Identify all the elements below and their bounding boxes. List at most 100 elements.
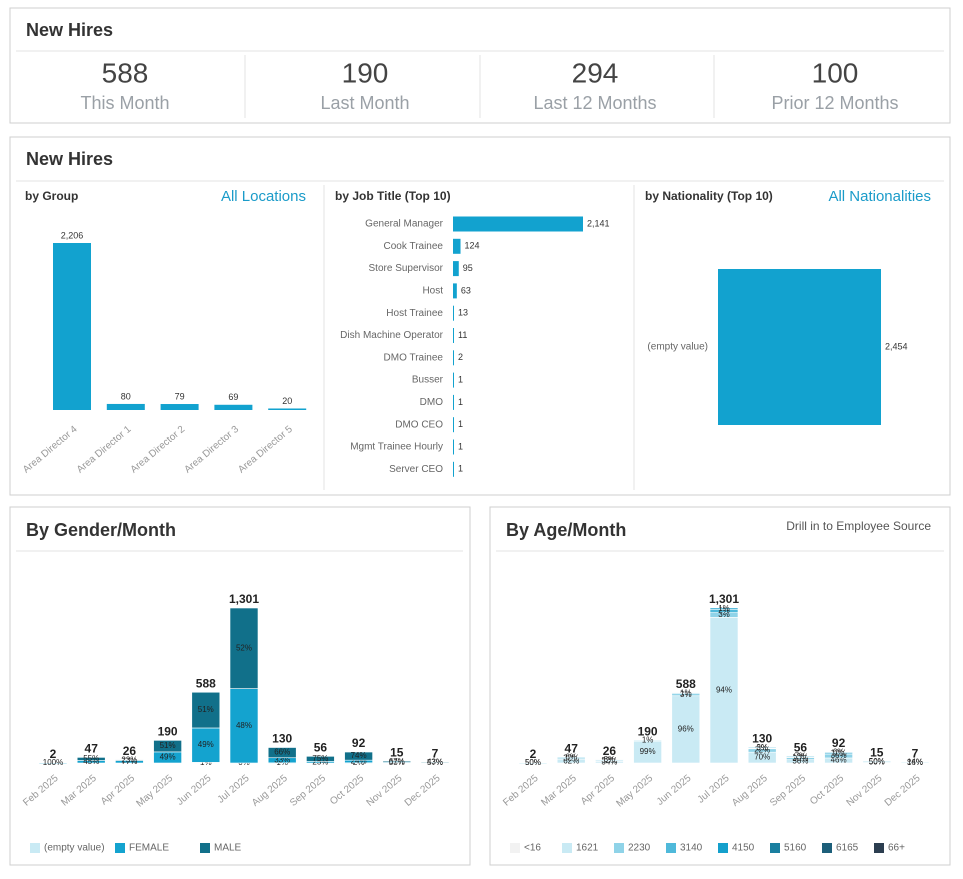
bar-segment <box>862 760 892 763</box>
legend-swatch <box>614 843 624 853</box>
chart-title: by Nationality (Top 10) <box>645 189 773 203</box>
segment-label: 54% <box>601 757 617 766</box>
bar-segment <box>420 761 450 764</box>
legend-swatch <box>562 843 572 853</box>
bar <box>453 394 454 410</box>
bar-segment <box>76 757 106 761</box>
bar-segment <box>38 762 68 764</box>
category-label: DMO <box>420 397 444 408</box>
category-label: Server CEO <box>389 464 443 475</box>
total-label: 130 <box>272 732 292 746</box>
bar <box>453 305 454 321</box>
legend-swatch <box>666 843 676 853</box>
drill-link[interactable]: Drill in to Employee Source <box>786 519 931 533</box>
value-label: 11 <box>458 330 467 340</box>
segment-label: 8% <box>604 755 616 764</box>
bar <box>53 243 91 410</box>
segment-label: 51% <box>160 741 176 750</box>
bar <box>453 372 454 388</box>
total-label: 15 <box>870 745 884 759</box>
segment-label: 3% <box>756 743 768 752</box>
bar-segment <box>191 691 221 729</box>
chart-title: by Job Title (Top 10) <box>335 189 451 203</box>
legend-swatch <box>115 843 125 853</box>
panel-title: New Hires <box>26 149 113 169</box>
legend-swatch <box>822 843 832 853</box>
legend-label: 5160 <box>784 843 807 854</box>
segment-label: 36% <box>831 751 847 760</box>
segment-label: 6% <box>565 753 577 762</box>
segment-label: 45% <box>83 757 99 766</box>
total-label: 588 <box>196 676 216 690</box>
legend-swatch <box>874 843 884 853</box>
kpi-label: Last Month <box>320 93 409 113</box>
segment-label: 94% <box>716 685 732 694</box>
legend-label: 4150 <box>732 843 755 854</box>
segment-label: 50% <box>792 756 808 765</box>
category-label: Store Supervisor <box>369 263 444 274</box>
bar <box>214 404 253 410</box>
segment-label: 50% <box>525 758 541 767</box>
bar-segment <box>595 759 624 762</box>
total-label: 47 <box>565 742 579 756</box>
bar <box>453 461 454 477</box>
total-label: 2 <box>50 747 57 761</box>
category-label: Host Trainee <box>386 308 443 319</box>
panel-title: New Hires <box>26 20 113 40</box>
panel-title: By Gender/Month <box>26 520 176 540</box>
total-label: 130 <box>752 732 772 746</box>
bar <box>453 328 454 343</box>
legend-label: (empty value) <box>44 843 105 854</box>
legend-label: 1621 <box>576 843 599 854</box>
bar-segment <box>747 747 777 749</box>
category-label: Dish Machine Operator <box>340 330 443 341</box>
segment-label: 50% <box>869 757 885 766</box>
kpi-value: 294 <box>572 57 619 88</box>
bar-segment <box>229 607 259 689</box>
bar <box>453 216 583 232</box>
segment-label: 33% <box>274 755 290 764</box>
bar-segment <box>344 751 373 761</box>
bar-segment <box>671 695 701 764</box>
segment-label: 70% <box>754 753 770 762</box>
segment-label: 67% <box>389 757 405 766</box>
value-label: 69 <box>228 392 238 402</box>
filter-link[interactable]: All Nationalities <box>828 188 931 205</box>
segment-label: 43% <box>427 757 443 766</box>
bar-segment <box>115 759 144 762</box>
segment-label: 52% <box>236 643 252 652</box>
bar-segment <box>709 607 739 610</box>
segment-label: 75% <box>312 754 328 763</box>
value-label: 79 <box>175 391 185 401</box>
bar-segment <box>633 740 662 742</box>
bar-segment <box>153 740 182 753</box>
legend-label: 66+ <box>888 843 905 854</box>
filter-link[interactable]: All Locations <box>221 188 306 205</box>
segment-label: 24% <box>351 757 367 766</box>
segment-label: 99% <box>640 747 656 756</box>
value-label: 1 <box>458 397 463 407</box>
bar-segment <box>786 756 815 758</box>
bar <box>453 417 454 433</box>
kpi-label: Prior 12 Months <box>771 93 898 113</box>
bar-segment <box>671 692 701 695</box>
segment-label: 25% <box>312 757 328 766</box>
total-label: 588 <box>676 677 696 691</box>
segment-label: 48% <box>236 721 252 730</box>
kpi-value: 100 <box>812 57 859 88</box>
category-label: Cook Trainee <box>384 241 444 252</box>
total-label: 92 <box>352 736 366 750</box>
bar <box>453 350 454 366</box>
total-label: 56 <box>794 741 808 755</box>
total-label: 2 <box>530 747 537 761</box>
bar <box>453 283 457 299</box>
segment-label: 74% <box>351 751 367 760</box>
bar <box>453 261 459 277</box>
segment-label: 30% <box>792 754 808 763</box>
bar-segment <box>824 751 853 754</box>
value-label: 1 <box>458 441 463 451</box>
total-label: 7 <box>912 746 919 760</box>
bar-segment <box>518 762 548 764</box>
legend-swatch <box>200 843 210 853</box>
value-label: 1 <box>458 374 463 384</box>
